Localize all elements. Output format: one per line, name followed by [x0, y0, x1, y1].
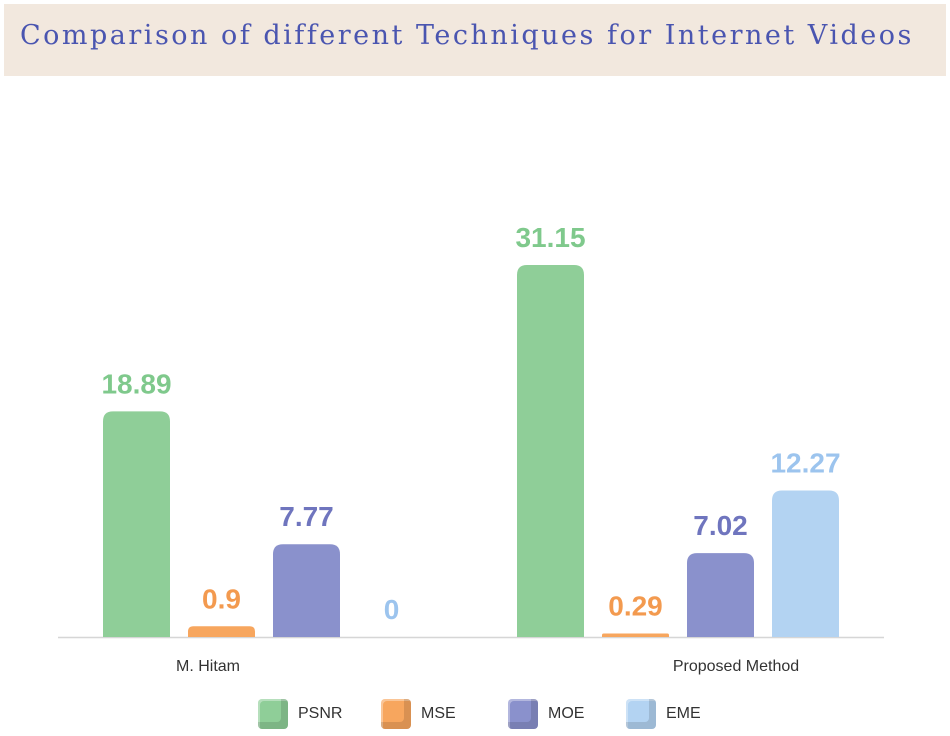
legend-label-psnr: PSNR	[298, 705, 343, 722]
data-label-eme-0: 0	[384, 594, 400, 625]
data-label-mse-1: 0.29	[608, 591, 663, 622]
bar-psnr-1	[517, 265, 584, 637]
legend-swatch-mse	[381, 699, 411, 729]
legend-label-mse: MSE	[421, 705, 456, 722]
legend-swatch-moe	[508, 699, 538, 729]
legend: PSNR MSE MOE EME	[0, 696, 950, 732]
data-label-psnr-1: 31.15	[515, 222, 585, 253]
legend-item-psnr: PSNR	[258, 696, 342, 732]
data-label-mse-0: 0.9	[202, 583, 241, 614]
legend-swatch-eme	[626, 699, 656, 729]
bar-eme-1	[772, 490, 839, 637]
chart-title: Comparison of different Techniques for I…	[20, 20, 914, 51]
data-label-eme-1: 12.27	[770, 447, 840, 478]
title-band	[4, 4, 946, 76]
category-label-0: M. Hitam	[176, 658, 240, 675]
bar-mse-1	[602, 633, 669, 637]
legend-label-eme: EME	[666, 705, 701, 722]
data-label-psnr-0: 18.89	[101, 368, 171, 399]
bar-moe-0	[273, 544, 340, 637]
data-label-moe-0: 7.77	[279, 501, 334, 532]
bar-psnr-0	[103, 411, 170, 637]
data-label-moe-1: 7.02	[693, 510, 748, 541]
legend-item-mse: MSE	[381, 696, 456, 732]
legend-label-moe: MOE	[548, 705, 585, 722]
bar-mse-0	[188, 626, 255, 637]
legend-swatch-psnr	[258, 699, 288, 729]
legend-item-eme: EME	[626, 696, 701, 732]
bar-moe-1	[687, 553, 754, 637]
category-label-1: Proposed Method	[673, 658, 799, 675]
legend-item-moe: MOE	[508, 696, 584, 732]
bar-chart: 18.89 31.15 0.9 0.29 7.77 7.02 0 12.27 M. Hitam P…	[58, 222, 884, 675]
